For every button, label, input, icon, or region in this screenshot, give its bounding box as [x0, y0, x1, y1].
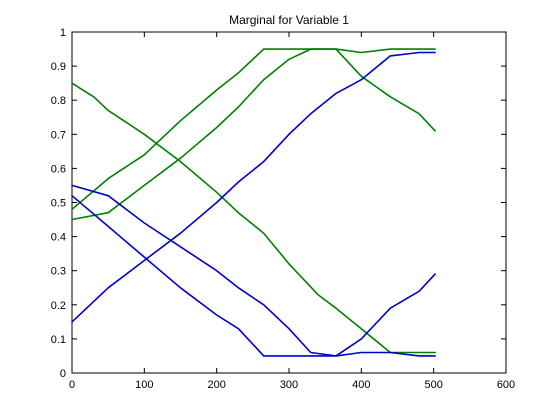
- y-tick-label: 0.4: [51, 232, 66, 244]
- series-line-6-blue: [71, 194, 436, 357]
- y-tick-label: 1: [60, 27, 66, 39]
- series-line-3-green: [71, 48, 436, 211]
- x-tick-label: 100: [135, 379, 153, 391]
- x-tick-label: 600: [497, 379, 515, 391]
- series-line-4-blue: [71, 51, 436, 323]
- x-tick-label: 200: [207, 379, 225, 391]
- y-tick-label: 0: [60, 368, 66, 380]
- y-tick-label: 0.1: [51, 334, 66, 346]
- y-tick-label: 0.2: [51, 300, 66, 312]
- x-tick-label: 500: [424, 379, 442, 391]
- series-line-1-green: [71, 82, 436, 354]
- y-tick-label: 0.9: [51, 61, 66, 73]
- x-axis: 0 100 200 300 400 500 600: [69, 32, 515, 391]
- x-tick-label: 300: [280, 379, 298, 391]
- series-line-2-green: [71, 48, 436, 221]
- y-tick-label: 0.5: [51, 198, 66, 210]
- y-tick-label: 0.6: [51, 163, 66, 175]
- y-tick-label: 0.3: [51, 266, 66, 278]
- chart-title: Marginal for Variable 1: [229, 13, 349, 27]
- series-line-5-blue: [71, 184, 436, 357]
- x-tick-label: 400: [352, 379, 370, 391]
- x-tick-label: 0: [69, 379, 75, 391]
- series-group: [71, 48, 436, 357]
- y-axis: 0 0.1 0.2 0.3 0.4 0.5 0.6 0.7 0.8 0.9 1: [51, 27, 506, 380]
- plot-area: [71, 31, 507, 374]
- y-tick-label: 0.8: [51, 95, 66, 107]
- y-tick-label: 0.7: [51, 129, 66, 141]
